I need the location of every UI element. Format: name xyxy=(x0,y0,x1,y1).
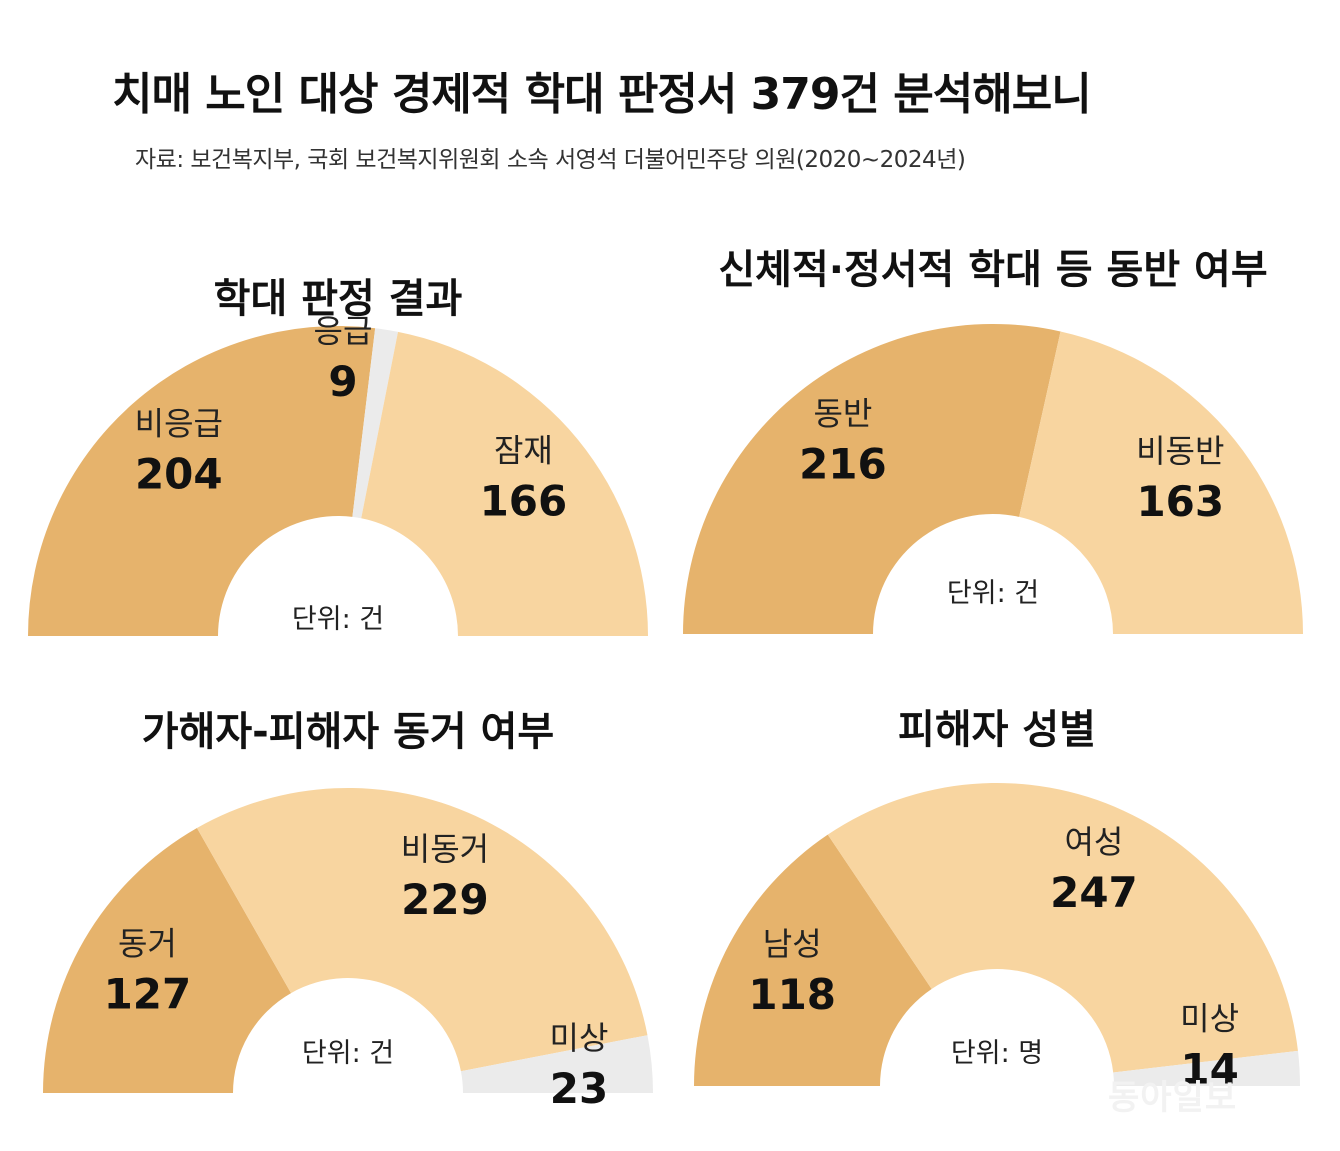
unit-label: 단위: 건 xyxy=(292,604,384,635)
watermark-logo: 동아일보 xyxy=(1108,1078,1238,1118)
slice-label: 비동반 xyxy=(1136,432,1224,470)
slice-value: 229 xyxy=(401,875,489,924)
slice-label: 비응급 xyxy=(135,404,223,442)
unit-label: 단위: 명 xyxy=(951,1038,1043,1069)
slice-value: 127 xyxy=(104,969,192,1018)
slice-value: 204 xyxy=(135,449,223,498)
slice-value: 163 xyxy=(1136,477,1224,526)
slice-동반 xyxy=(683,324,1061,634)
slice-value: 216 xyxy=(799,440,887,489)
slice-동거 xyxy=(43,828,292,1093)
slice-비동거 xyxy=(196,788,648,1072)
slice-남성 xyxy=(694,834,932,1086)
slice-label: 동거 xyxy=(118,924,177,962)
slice-label: 응급 xyxy=(314,312,373,350)
slice-잠재 xyxy=(361,331,648,636)
slice-미상 xyxy=(460,1035,653,1093)
slice-응급 xyxy=(352,328,399,519)
slice-label: 여성 xyxy=(1064,823,1123,861)
chart-title: 학대 판정 결과 xyxy=(214,276,463,322)
slice-여성 xyxy=(827,782,1298,1073)
source-note: 자료: 보건복지부, 국회 보건복지위원회 소속 서영석 더불어민주당 의원(2… xyxy=(135,147,966,173)
slice-label: 남성 xyxy=(763,925,822,963)
slice-value: 14 xyxy=(1180,1045,1238,1094)
slice-label: 동반 xyxy=(813,395,872,433)
slice-label: 미상 xyxy=(550,1019,609,1057)
slice-label: 비동거 xyxy=(401,830,489,868)
main-title: 치매 노인 대상 경제적 학대 판정서 379건 분석해보니 xyxy=(112,69,1092,120)
slice-비응급 xyxy=(28,325,376,636)
chart-title: 가해자-피해자 동거 여부 xyxy=(142,709,554,755)
slice-비동반 xyxy=(1019,331,1303,634)
slice-value: 247 xyxy=(1050,868,1138,917)
unit-label: 단위: 건 xyxy=(302,1038,394,1069)
unit-label: 단위: 건 xyxy=(947,578,1039,609)
slice-value: 166 xyxy=(480,477,568,526)
slice-value: 23 xyxy=(550,1064,608,1113)
slice-label: 미상 xyxy=(1180,1000,1239,1038)
chart-title: 신체적·정서적 학대 등 동반 여부 xyxy=(718,247,1267,293)
slice-value: 9 xyxy=(328,357,357,406)
slice-value: 118 xyxy=(748,970,836,1019)
slice-미상 xyxy=(1113,1050,1300,1086)
chart-title: 피해자 성별 xyxy=(898,707,1096,753)
slice-label: 잠재 xyxy=(494,432,553,470)
